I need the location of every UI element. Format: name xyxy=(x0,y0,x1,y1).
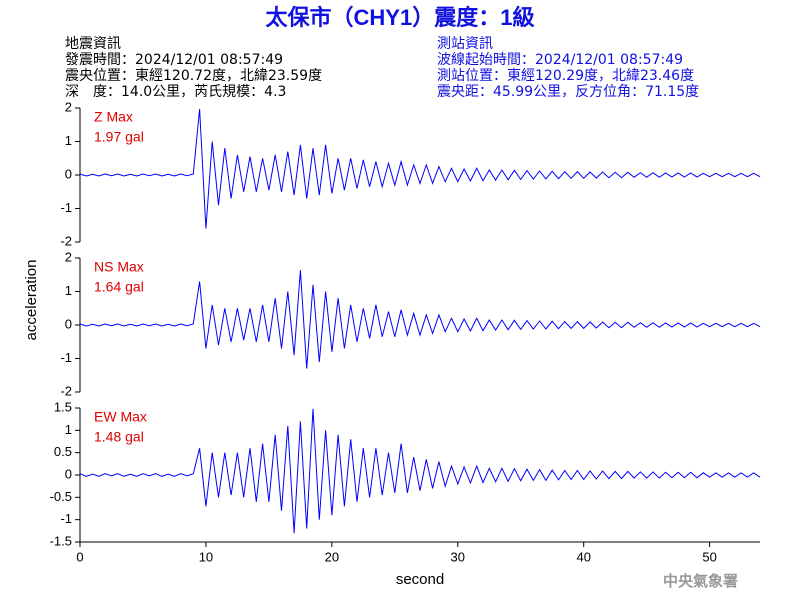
y-tick-label: 1.5 xyxy=(54,399,72,414)
y-tick-label: 1 xyxy=(65,283,72,298)
x-tick-label: 10 xyxy=(199,549,213,564)
info-left: 震央位置：東經120.72度，北緯23.59度 xyxy=(65,68,322,84)
y-tick-label: 0 xyxy=(65,466,72,481)
y-tick-label: -1 xyxy=(60,350,72,365)
info-left: 地震資訊 xyxy=(65,36,121,52)
title: 太保市（CHY1）震度：1級 xyxy=(266,5,535,30)
x-tick-label: 50 xyxy=(702,549,716,564)
y-tick-label: 1 xyxy=(65,133,72,148)
y-tick-label: 2 xyxy=(65,99,72,114)
waveform xyxy=(79,270,761,369)
y-tick-label: -2 xyxy=(60,383,72,398)
y-tick-label: 1 xyxy=(65,422,72,437)
waveform xyxy=(79,108,761,229)
info-left: 發震時間：2024/12/01 08:57:49 xyxy=(65,52,283,68)
y-tick-label: 0 xyxy=(65,316,72,331)
x-tick-label: 0 xyxy=(76,549,83,564)
x-tick-label: 30 xyxy=(451,549,465,564)
y-tick-label: 2 xyxy=(65,249,72,264)
y-tick-label: 0.5 xyxy=(54,444,72,459)
x-axis-label: second xyxy=(396,571,444,588)
info-right: 波線起始時間：2024/12/01 08:57:49 xyxy=(437,52,683,68)
y-tick-label: -2 xyxy=(60,233,72,248)
peak-label: 1.64 gal xyxy=(94,279,144,295)
waveform xyxy=(79,408,761,534)
x-tick-label: 40 xyxy=(576,549,590,564)
y-axis-label: acceleration xyxy=(23,260,40,341)
annotation: Z Max xyxy=(94,109,133,125)
y-tick-label: -1 xyxy=(60,511,72,526)
x-tick-label: 20 xyxy=(325,549,339,564)
y-tick-label: -0.5 xyxy=(50,489,72,504)
info-right: 測站資訊 xyxy=(437,36,493,52)
footer: 中央氣象署 xyxy=(663,572,738,590)
annotation: EW Max xyxy=(94,409,147,425)
y-tick-label: 0 xyxy=(65,166,72,181)
y-tick-label: -1.5 xyxy=(50,533,72,548)
info-left: 深 度：14.0公里，芮氏規模：4.3 xyxy=(65,83,286,100)
y-tick-label: -1 xyxy=(60,200,72,215)
peak-label: 1.97 gal xyxy=(94,129,144,145)
peak-label: 1.48 gal xyxy=(94,429,144,445)
annotation: NS Max xyxy=(94,259,144,275)
info-right: 測站位置：東經120.29度，北緯23.46度 xyxy=(437,68,694,84)
info-right: 震央距：45.99公里，反方位角：71.15度 xyxy=(437,84,699,100)
